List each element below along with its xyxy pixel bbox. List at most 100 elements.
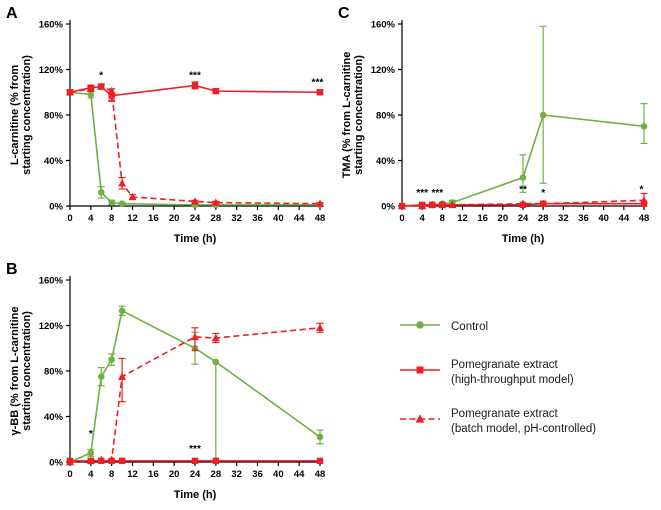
triangle-marker — [86, 456, 95, 465]
circle-marker — [97, 373, 105, 380]
x-tick-label: 24 — [518, 213, 529, 224]
significance-marker: ** — [519, 184, 527, 195]
y-tick-label: 0% — [49, 457, 63, 468]
x-tick-label: 44 — [294, 469, 305, 480]
triangle-marker — [211, 198, 220, 206]
square-marker — [118, 457, 126, 465]
square-marker — [640, 200, 648, 207]
series-pomegranate-extract-batch-model-ph-controlled- — [398, 192, 648, 210]
tspan-shape: L-carnitine (% from — [9, 65, 21, 165]
x-tick-label: 20 — [169, 213, 180, 224]
triangle-marker — [107, 455, 116, 463]
y-tick-label: 80% — [44, 110, 64, 121]
y-tick-label: 160% — [39, 19, 64, 30]
legend-swatch — [400, 366, 440, 374]
triangle-marker — [86, 84, 95, 93]
triangle-marker — [640, 196, 648, 204]
square-marker — [316, 457, 324, 465]
legend-item-high-throughput: Pomegranate extract (high-throughput mod… — [398, 358, 596, 388]
triangle-marker — [211, 333, 220, 342]
triangle-marker — [191, 197, 199, 205]
triangle-marker — [519, 199, 527, 207]
x-tick-label: 40 — [273, 213, 284, 224]
x-tick-label: 48 — [315, 469, 326, 480]
panel-b-gamma-bb-chart: 0% 40% 80% 120% 160% 0 4 8 12 16 20 24 28 32 36 40 44 48 T… — [4, 258, 334, 510]
triangle-marker — [66, 88, 74, 96]
triangle-marker — [418, 201, 427, 210]
legend-item-label: Pomegranate extract (high-throughput mod… — [451, 359, 574, 386]
square-marker — [191, 457, 199, 465]
circle-marker — [539, 111, 547, 119]
significance-marker: *** — [189, 444, 201, 455]
series-pomegranate-extract-high-throughput-model- — [66, 457, 324, 465]
y-tick-label: 80% — [376, 110, 396, 121]
triangle-marker — [316, 199, 324, 207]
circle-marker — [519, 174, 527, 181]
x-tick-label: 48 — [639, 213, 650, 224]
x-tick-label: 8 — [109, 213, 114, 224]
x-tick-label: 36 — [578, 213, 589, 224]
x-axis-label: Time (h) — [502, 233, 545, 245]
x-tick-label: 24 — [190, 469, 201, 480]
x-tick-label: 48 — [315, 213, 326, 224]
circle-marker — [108, 356, 115, 363]
x-tick-label: 32 — [231, 469, 242, 480]
y-tick-label: 40% — [376, 156, 396, 167]
series-pomegranate-extract-batch-model-ph-controlled- — [66, 82, 324, 207]
series-pomegranate-extract-batch-model-ph-controlled- — [66, 322, 324, 466]
x-tick-label: 44 — [294, 213, 305, 224]
panel-a-plot: 0%40%80%120%160%0 4 8 12 16 20 24 28 32 36 40 44 48T… — [6, 5, 326, 245]
x-tick-label: 12 — [457, 213, 468, 224]
legend-item-batch-model: Pomegranate extract (batch model, pH-con… — [398, 407, 596, 437]
y-tick-label: 40% — [44, 412, 64, 423]
significance-marker: * — [99, 71, 103, 82]
y-axis-label: TMA (% from L-carnitinestarting concentr… — [341, 52, 365, 179]
x-tick-label: 40 — [598, 213, 609, 224]
batch-model-marker-icon — [398, 410, 442, 433]
panel-label-b: B — [6, 261, 18, 278]
legend-swatch — [400, 414, 440, 423]
x-tick-label: 32 — [231, 213, 242, 224]
circle-marker — [640, 123, 648, 130]
triangle-marker — [191, 332, 199, 341]
triangle-marker — [118, 179, 127, 187]
triangle-marker — [539, 199, 548, 207]
y-tick-label: 160% — [39, 275, 64, 286]
x-tick-label: 8 — [440, 213, 445, 224]
circle-marker — [416, 321, 424, 329]
tspan-shape: starting concentration) — [353, 55, 365, 175]
legend-item-label: Control — [451, 321, 489, 334]
x-tick-label: 28 — [211, 469, 222, 480]
x-tick-label: 20 — [498, 213, 509, 224]
x-tick-label: 4 — [88, 469, 94, 480]
circle-marker — [108, 199, 115, 206]
x-tick-label: 8 — [109, 469, 114, 480]
y-axis-label: L-carnitine (% fromstarting concentratio… — [9, 55, 33, 175]
legend: Control Pomegranate extract (high-throug… — [398, 316, 596, 437]
triangle-marker — [415, 414, 425, 423]
series-line — [69, 85, 321, 205]
series-line — [69, 309, 321, 463]
x-tick-label: 36 — [252, 213, 263, 224]
tspan-shape: γ-BB (% from L-carnitine — [9, 307, 21, 436]
x-tick-label: 0 — [67, 469, 72, 480]
triangle-marker — [438, 200, 447, 209]
x-tick-label: 12 — [127, 213, 138, 224]
tspan-shape: TMA (% from L-carnitine — [341, 52, 353, 179]
x-tick-label: 0 — [67, 213, 72, 224]
y-tick-label: 120% — [371, 65, 396, 76]
x-axis-label: Time (h) — [174, 233, 217, 245]
triangle-marker — [107, 86, 116, 95]
x-tick-label: 44 — [619, 213, 630, 224]
significance-marker: * — [640, 184, 644, 195]
y-tick-label: 120% — [39, 321, 64, 332]
series-control — [66, 88, 324, 209]
triangle-marker — [97, 455, 106, 463]
x-tick-label: 40 — [273, 469, 284, 480]
panel-label-a: A — [6, 5, 18, 22]
panel-b-plot: 0%40%80%120%160%0 4 8 12 16 20 24 28 32 36 40 44 48T… — [6, 261, 326, 501]
triangle-marker — [97, 82, 106, 90]
high-throughput-marker-icon — [398, 361, 442, 384]
significance-marker: * — [89, 429, 93, 440]
